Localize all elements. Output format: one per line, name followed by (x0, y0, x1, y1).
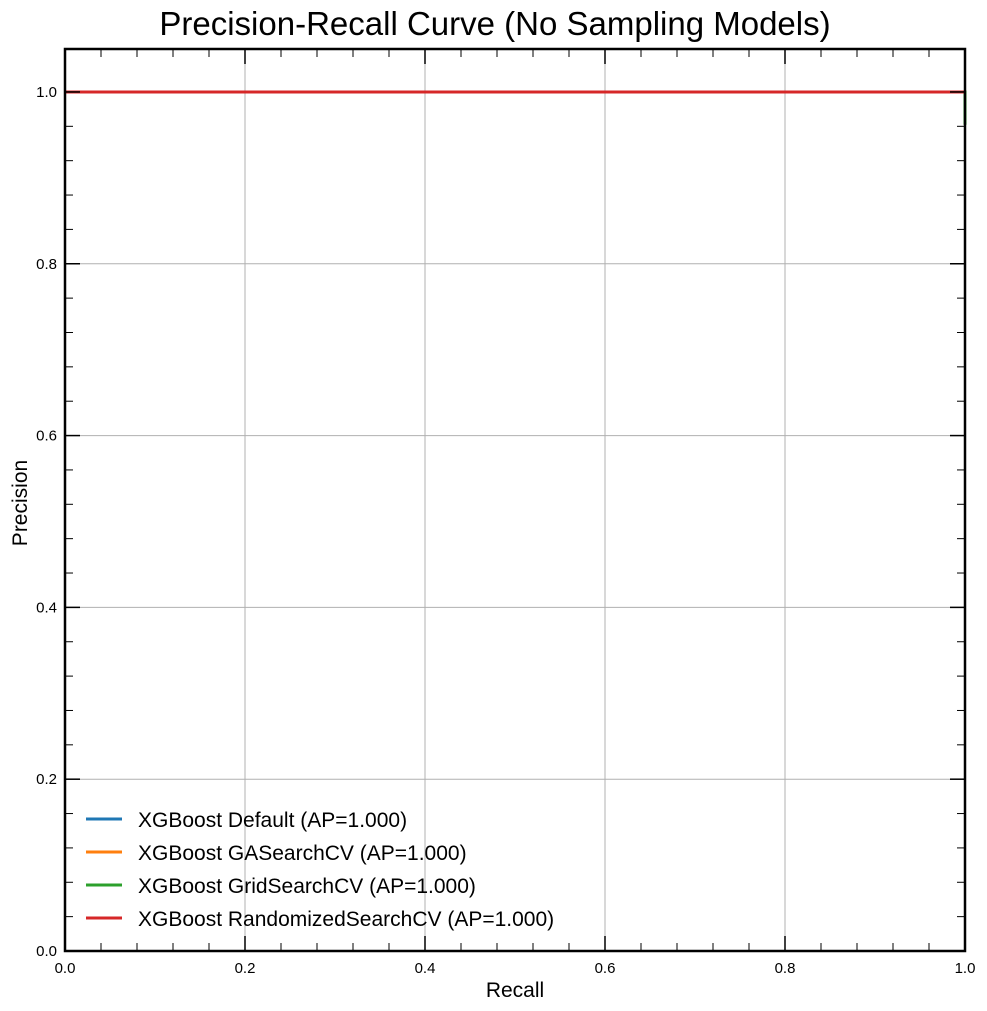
x-tick-label: 0.4 (415, 960, 436, 977)
legend-label-2: XGBoost GASearchCV (AP=1.000) (138, 842, 467, 865)
series-line-3 (65, 90, 967, 125)
x-tick-label: 0.8 (775, 960, 796, 977)
series-line-2 (65, 90, 967, 125)
legend-label-3: XGBoost GridSearchCV (AP=1.000) (138, 875, 476, 898)
x-axis-label: Recall (486, 979, 544, 1002)
legend-label-1: XGBoost Default (AP=1.000) (138, 809, 407, 832)
x-tick-label: 1.0 (955, 960, 976, 977)
tick-labels: 0.0 0.2 0.4 0.6 0.8 1.0 0.0 0.2 0.4 0.6 0.8 1.0 (36, 84, 975, 977)
y-tick-label: 1.0 (36, 84, 57, 101)
y-tick-label: 0.6 (36, 428, 57, 445)
legend: XGBoost Default (AP=1.000) XGBoost GASear… (86, 809, 554, 931)
series-group (65, 90, 967, 125)
y-axis-label: Precision (9, 460, 32, 546)
plot-frame (63, 47, 967, 953)
x-tick-label: 0.6 (595, 960, 616, 977)
legend-label-4: XGBoost RandomizedSearchCV (AP=1.000) (138, 908, 554, 931)
ticks (64, 49, 966, 952)
y-tick-label: 0.4 (36, 599, 57, 616)
y-tick-label: 0.0 (36, 943, 57, 960)
x-tick-label: 0.2 (235, 960, 256, 977)
chart-title: Precision-Recall Curve (No Sampling Mode… (159, 5, 830, 42)
series-line-1 (65, 90, 967, 125)
y-tick-label: 0.8 (36, 256, 57, 273)
x-tick-label: 0.0 (55, 960, 76, 977)
y-tick-label: 0.2 (36, 771, 57, 788)
